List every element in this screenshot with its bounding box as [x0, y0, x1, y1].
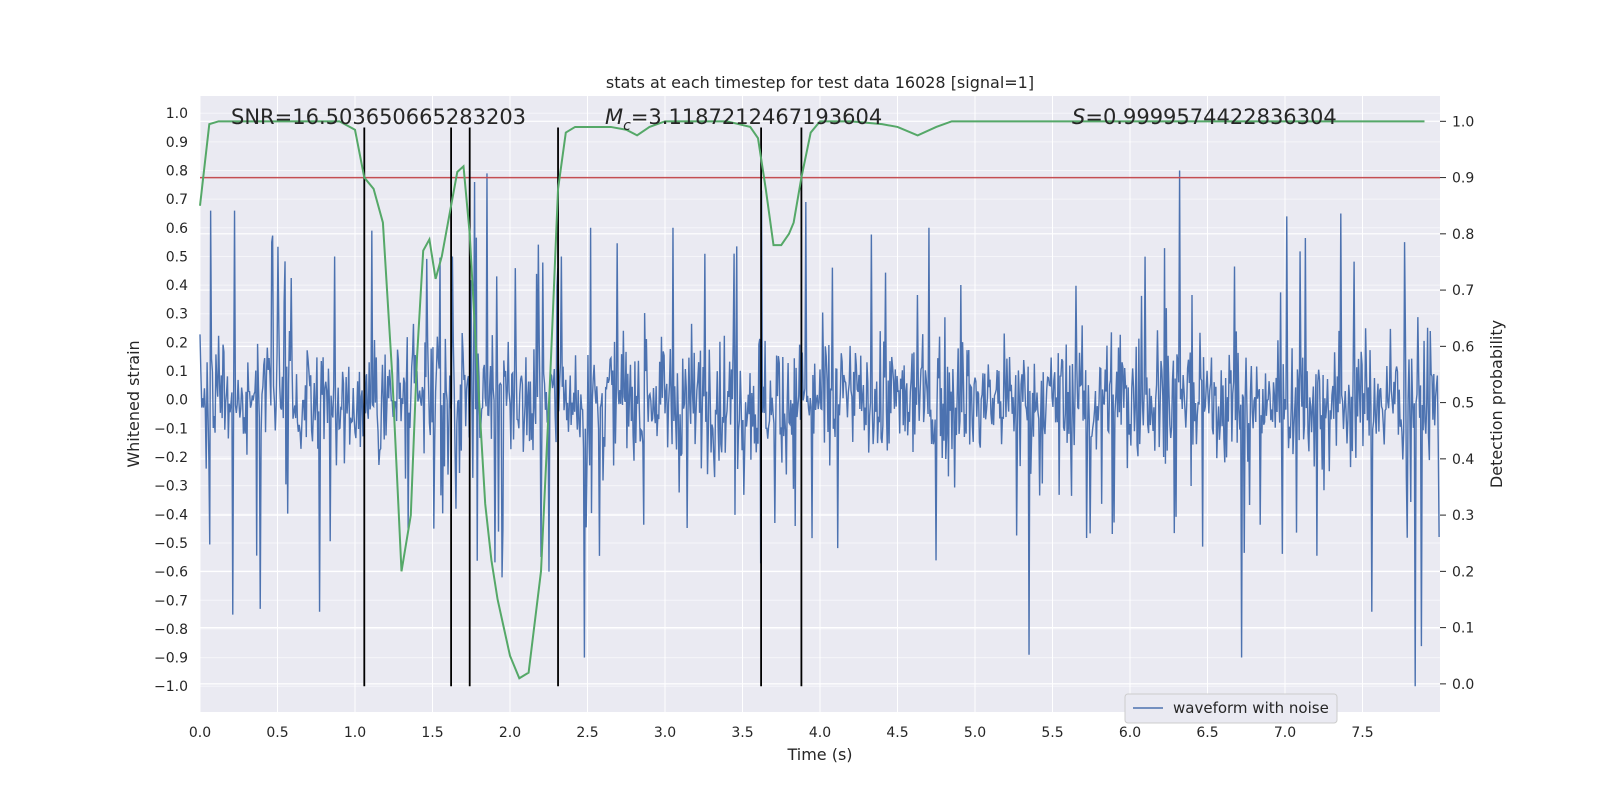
- score-symbol: S: [1072, 105, 1085, 129]
- x-tick-label: 1.0: [344, 725, 366, 741]
- x-tick-label: 4.5: [886, 725, 908, 741]
- chirp-mass-subscript: c: [623, 118, 631, 134]
- y-left-tick-label: −0.7: [154, 593, 188, 609]
- y-left-tick-label: 0.1: [166, 364, 188, 380]
- y-left-tick-label: −0.4: [154, 507, 188, 523]
- detection-probability-series: [199, 120, 1425, 680]
- snr-annotation: SNR=16.503650665283203: [231, 105, 526, 129]
- x-tick-label: 7.0: [1274, 725, 1296, 741]
- y-left-tick-label: −0.3: [154, 479, 188, 495]
- x-tick-label: 6.0: [1119, 725, 1141, 741]
- chirp-mass-annotation: Mc=3.1187212467193604: [605, 105, 882, 134]
- y-left-tick-label: 0.8: [166, 163, 188, 179]
- marker-lines: [363, 127, 803, 687]
- y-left-tick-label: −0.6: [154, 565, 188, 581]
- y-left-tick-label: 0.0: [166, 393, 188, 409]
- chirp-mass-value: =3.1187212467193604: [631, 105, 882, 129]
- x-tick-label: 3.0: [654, 725, 676, 741]
- y-left-tick-label: −0.1: [154, 421, 188, 437]
- y-right-tick-label: 0.8: [1452, 227, 1474, 243]
- x-tick-label: 2.5: [576, 725, 598, 741]
- legend-entry-waveform: waveform with noise: [1173, 699, 1329, 717]
- x-tick-label: 3.5: [731, 725, 753, 741]
- y-left-tick-label: −0.2: [154, 450, 188, 466]
- x-tick-label: 5.0: [964, 725, 986, 741]
- detection-probability-line: [199, 120, 1425, 680]
- chirp-mass-symbol: M: [605, 105, 623, 129]
- legend: waveform with noise: [1124, 693, 1338, 724]
- y-left-tick-label: 0.2: [166, 335, 188, 351]
- y-right-tick-label: 0.0: [1452, 677, 1474, 693]
- y-right-tick-label: 0.2: [1452, 564, 1474, 580]
- y-right-tick-label: 0.5: [1452, 396, 1474, 412]
- waveform-line: [199, 170, 1440, 687]
- y-right-tick-label: 1.0: [1452, 114, 1474, 130]
- y-right-tick-label: 0.3: [1452, 508, 1474, 524]
- score-value: =0.9999574422836304: [1085, 105, 1336, 129]
- y-left-tick-label: 0.4: [166, 278, 188, 294]
- chart-title: stats at each timestep for test data 160…: [606, 73, 1034, 92]
- y-left-tick-label: 0.9: [166, 135, 188, 151]
- y-right-tick-label: 0.4: [1452, 452, 1474, 468]
- waveform-series: [199, 170, 1440, 687]
- y-axis-label-left: Whitened strain: [124, 340, 143, 467]
- y-right-tick-label: 0.6: [1452, 339, 1474, 355]
- y-left-tick-label: −0.9: [154, 651, 188, 667]
- x-tick-label: 0.5: [266, 725, 288, 741]
- y-left-tick-label: 0.6: [166, 221, 188, 237]
- y-right-tick-label: 0.9: [1452, 171, 1474, 187]
- y-left-tick-label: −1.0: [154, 679, 188, 695]
- y-left-tick-label: 0.5: [166, 249, 188, 265]
- y-left-tick-label: 1.0: [166, 106, 188, 122]
- x-tick-label: 2.0: [499, 725, 521, 741]
- ticks: 0.0 0.5 1.0 1.5 2.0 2.5 3.0 3.5 4.0 4.5 5.0 5.5 6.0 6…: [154, 106, 1474, 741]
- x-tick-label: 5.5: [1041, 725, 1063, 741]
- x-tick-label: 7.5: [1351, 725, 1373, 741]
- legend-box: [1124, 693, 1338, 724]
- x-tick-label: 6.5: [1196, 725, 1218, 741]
- x-tick-label: 4.0: [809, 725, 831, 741]
- y-right-tick-label: 0.1: [1452, 621, 1474, 637]
- y-left-tick-label: 0.3: [166, 307, 188, 323]
- y-left-tick-label: −0.8: [154, 622, 188, 638]
- y-right-tick-label: 0.7: [1452, 283, 1474, 299]
- x-tick-label: 0.0: [189, 725, 211, 741]
- x-axis-label: Time (s): [786, 745, 852, 764]
- y-axis-label-right: Detection probability: [1487, 320, 1506, 488]
- score-annotation: S=0.9999574422836304: [1072, 105, 1337, 129]
- y-left-tick-label: 0.7: [166, 192, 188, 208]
- y-left-tick-label: −0.5: [154, 536, 188, 552]
- x-tick-label: 1.5: [421, 725, 443, 741]
